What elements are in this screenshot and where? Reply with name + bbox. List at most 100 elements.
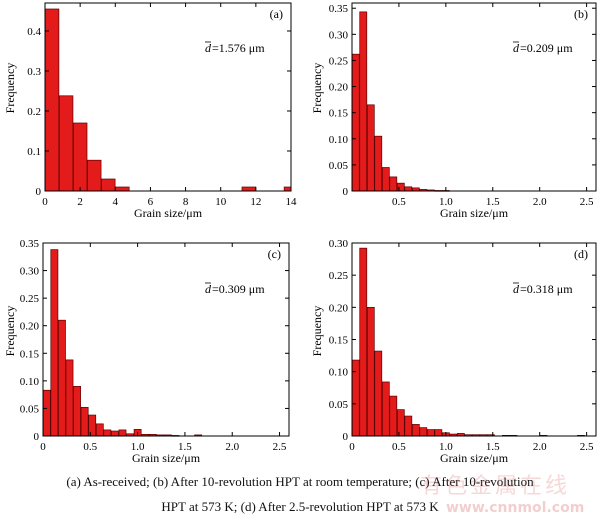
y-axis-label: Frequency — [310, 306, 324, 357]
bar — [115, 186, 130, 192]
y-tick-label: 0.2 — [27, 106, 41, 118]
x-tick-label: 1.0 — [131, 441, 145, 453]
figure-caption-line-2: HPT at 573 K; (d) After 2.5-revolution H… — [161, 499, 439, 514]
bars-d — [351, 247, 585, 437]
panel-label: (d) — [574, 247, 588, 261]
bar — [88, 414, 97, 437]
bar — [103, 429, 112, 437]
y-tick-label: 0.35 — [329, 3, 349, 15]
bar — [381, 167, 390, 192]
plot-frame-a — [44, 2, 292, 192]
x-tick-label: 1.5 — [486, 196, 500, 208]
histogram-panel-a: 0 2 4 6 8 10 12 14 0 0.1 0.2 0.3 0.4 Grain size/μm Fre… — [3, 2, 298, 220]
watermark-chinese: 有色金属在线 — [420, 474, 571, 499]
y-tick-label: 0 — [36, 186, 42, 198]
histogram-panel-b: 0.5 1.0 1.5 2.0 2.5 0 0.05 0.10 0.15 0.20 0.25 0.30… — [310, 2, 597, 220]
plot-frame-c — [42, 242, 290, 437]
bar — [65, 359, 74, 437]
panel-label: (a) — [270, 7, 283, 21]
x-tick-label: 0 — [40, 441, 46, 453]
y-tick-label: 0.3 — [27, 66, 41, 78]
mean-symbol-d: d — [513, 282, 520, 296]
mean-symbol-d: d — [205, 282, 212, 296]
x-tick-label: 1.0 — [439, 196, 453, 208]
panel-label: (b) — [574, 7, 588, 21]
bar — [434, 429, 443, 437]
bar — [374, 350, 383, 437]
bar — [396, 409, 405, 437]
y-axis-label: Frequency — [3, 306, 17, 357]
y-tick-label: 0.1 — [27, 146, 41, 158]
watermark-url: www.cnnmol.com — [446, 500, 585, 516]
bar — [44, 8, 60, 192]
x-tick-label: 0 — [349, 441, 355, 453]
y-tick-label: 0 — [343, 186, 349, 198]
bars-b — [351, 11, 450, 192]
bar — [351, 53, 360, 192]
x-tick-label: 14 — [286, 196, 298, 208]
mean-symbol-d: d — [513, 41, 520, 55]
bar — [426, 429, 435, 437]
x-tick-label: 0.5 — [392, 196, 406, 208]
bar — [283, 186, 292, 192]
x-tick-label: 1.0 — [439, 441, 453, 453]
mean-grain-size-value: =0.318 μm — [520, 282, 573, 296]
x-tick-label: 2.0 — [533, 441, 547, 453]
y-tick-label: 0.15 — [20, 348, 40, 360]
y-tick-label: 0.10 — [329, 134, 349, 146]
x-tick-label: 2.5 — [580, 441, 594, 453]
y-tick-label: 0.35 — [20, 238, 40, 250]
bar — [411, 424, 420, 437]
bar — [58, 95, 74, 192]
x-tick-label: 10 — [215, 196, 227, 208]
bar — [366, 306, 375, 437]
bar — [72, 122, 88, 192]
x-tick-label: 2.0 — [533, 196, 547, 208]
histogram-panel-d: 0 0.5 1.0 1.5 2.0 2.5 0 0.05 0.10 0.15 0.20 0.25 0.3… — [310, 238, 597, 465]
y-tick-label: 0.20 — [329, 82, 349, 94]
x-tick-label: 0.5 — [392, 441, 406, 453]
y-tick-label: 0.05 — [20, 403, 40, 415]
figure-caption-line-1: (a) As-received; (b) After 10-revolution… — [66, 474, 534, 489]
bar — [419, 427, 428, 437]
y-tick-label: 0.10 — [20, 376, 40, 388]
y-tick-label: 0.20 — [329, 302, 349, 314]
x-axis-label: Grain size/μm — [440, 206, 509, 220]
x-axis-label: Grain size/μm — [132, 451, 201, 465]
x-tick-label: 1.5 — [178, 441, 192, 453]
x-tick-label: 4 — [113, 196, 119, 208]
bar — [42, 389, 51, 437]
bar — [404, 186, 413, 192]
mean-grain-size-value: =0.309 μm — [212, 282, 265, 296]
mean-grain-size-value: =1.576 μm — [212, 41, 265, 55]
x-tick-label: 2.5 — [273, 441, 287, 453]
bar — [359, 247, 368, 437]
bar — [118, 429, 127, 437]
bar — [404, 415, 413, 437]
bar — [111, 430, 119, 437]
x-tick-label: 12 — [250, 196, 261, 208]
bars-a — [44, 8, 292, 192]
plot-frame-b — [351, 2, 597, 192]
histogram-panel-c: 0 0.5 1.0 1.5 2.0 2.5 0 0.05 0.10 0.15 0.20 0.25 0.3… — [3, 238, 290, 465]
bar — [86, 159, 102, 192]
bars-c — [42, 249, 203, 437]
bar — [58, 319, 66, 437]
mean-symbol-d: d — [205, 41, 212, 55]
bar — [389, 395, 398, 437]
bar — [80, 406, 89, 437]
x-tick-label: 2.5 — [580, 196, 594, 208]
y-tick-label: 0.20 — [20, 321, 40, 333]
y-tick-label: 0.25 — [329, 55, 349, 67]
bar — [366, 104, 375, 192]
x-tick-label: 2.0 — [225, 441, 239, 453]
bar — [381, 381, 390, 437]
bar — [73, 386, 81, 437]
bar — [389, 176, 398, 192]
y-tick-label: 0.25 — [329, 270, 349, 282]
x-tick-label: 0 — [42, 196, 48, 208]
y-axis-label: Frequency — [3, 63, 17, 114]
y-tick-label: 0.25 — [20, 293, 40, 305]
x-tick-label: 6 — [148, 196, 154, 208]
x-tick-label: 1.5 — [486, 441, 500, 453]
